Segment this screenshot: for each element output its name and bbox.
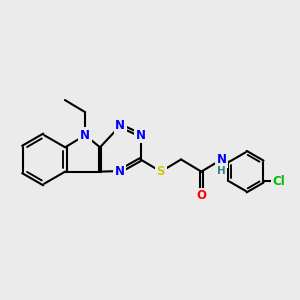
Text: O: O [196, 189, 206, 203]
Text: S: S [157, 165, 165, 178]
Text: N: N [217, 153, 226, 166]
Text: N: N [80, 129, 90, 142]
Text: N: N [136, 129, 146, 142]
Text: N: N [115, 119, 125, 132]
Text: H: H [217, 166, 226, 176]
Text: N: N [115, 165, 125, 178]
Text: Cl: Cl [273, 175, 285, 188]
